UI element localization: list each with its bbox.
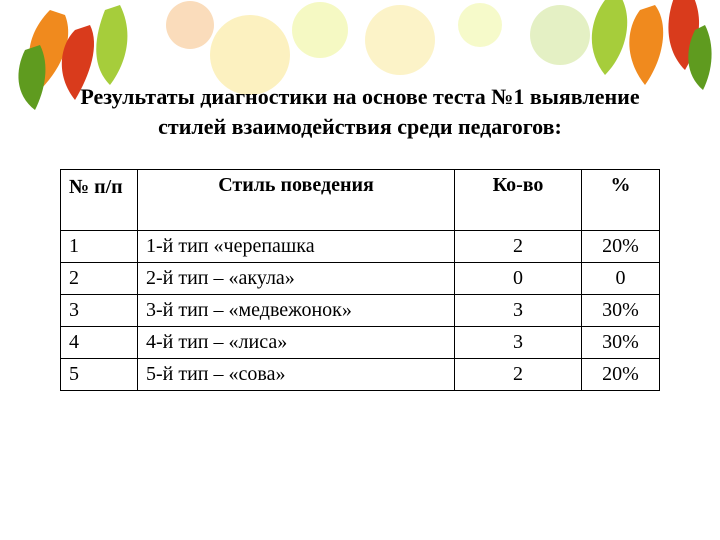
cell-number: 3 bbox=[61, 295, 138, 327]
cell-style: 5-й тип – «сова» bbox=[138, 359, 455, 391]
col-header-number: № п/п bbox=[61, 170, 138, 231]
cell-count: 0 bbox=[455, 263, 582, 295]
cell-percent: 0 bbox=[582, 263, 660, 295]
table-row: 4 4-й тип – «лиса» 3 30% bbox=[61, 327, 660, 359]
cell-percent: 20% bbox=[582, 231, 660, 263]
cell-style: 3-й тип – «медвежонок» bbox=[138, 295, 455, 327]
cell-number: 1 bbox=[61, 231, 138, 263]
cell-style: 1-й тип «черепашка bbox=[138, 231, 455, 263]
cell-percent: 20% bbox=[582, 359, 660, 391]
cell-count: 3 bbox=[455, 327, 582, 359]
table-row: 3 3-й тип – «медвежонок» 3 30% bbox=[61, 295, 660, 327]
cell-count: 2 bbox=[455, 359, 582, 391]
cell-style: 2-й тип – «акула» bbox=[138, 263, 455, 295]
cell-style: 4-й тип – «лиса» bbox=[138, 327, 455, 359]
table-header-row: № п/п Стиль поведения Ко-во % bbox=[61, 170, 660, 231]
slide-title: Результаты диагностики на основе теста №… bbox=[60, 82, 660, 141]
cell-percent: 30% bbox=[582, 295, 660, 327]
cell-count: 3 bbox=[455, 295, 582, 327]
col-header-count: Ко-во bbox=[455, 170, 582, 231]
cell-count: 2 bbox=[455, 231, 582, 263]
cell-number: 4 bbox=[61, 327, 138, 359]
cell-number: 2 bbox=[61, 263, 138, 295]
table-row: 2 2-й тип – «акула» 0 0 bbox=[61, 263, 660, 295]
cell-number: 5 bbox=[61, 359, 138, 391]
table-row: 5 5-й тип – «сова» 2 20% bbox=[61, 359, 660, 391]
col-header-percent: % bbox=[582, 170, 660, 231]
table-row: 1 1-й тип «черепашка 2 20% bbox=[61, 231, 660, 263]
results-table: № п/п Стиль поведения Ко-во % 1 1-й тип … bbox=[60, 169, 660, 391]
cell-percent: 30% bbox=[582, 327, 660, 359]
col-header-style: Стиль поведения bbox=[138, 170, 455, 231]
